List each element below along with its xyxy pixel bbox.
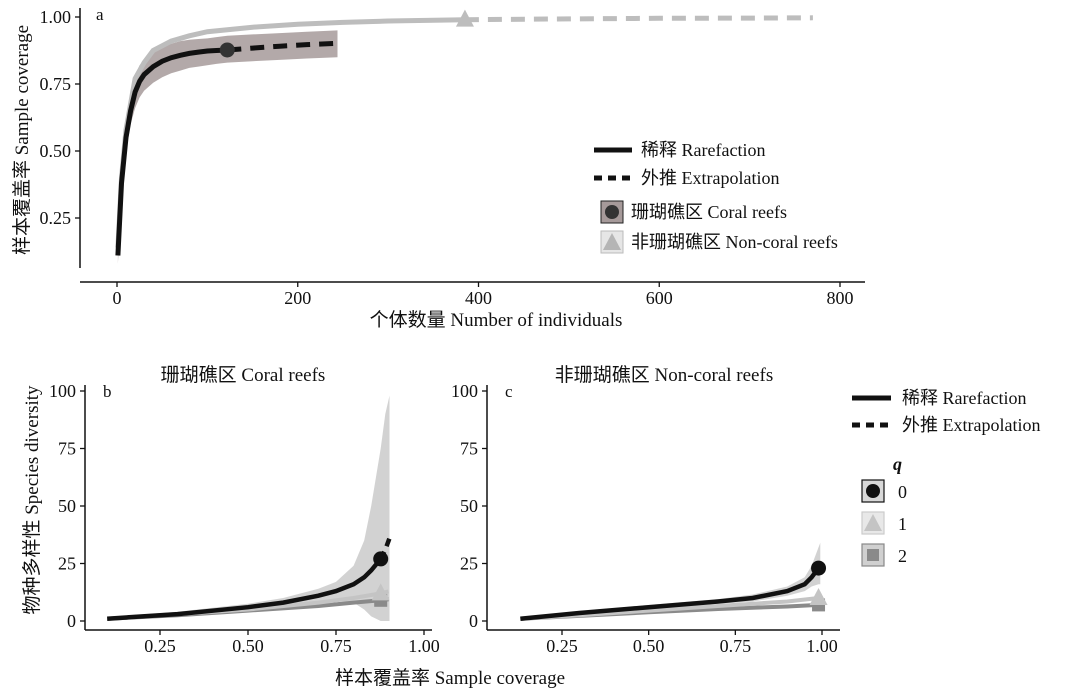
legend-q-title: q bbox=[893, 454, 902, 474]
b-xtick-label: 0.25 bbox=[144, 636, 176, 656]
panel-b: b 珊瑚礁区 Coral reefs 物种多样性 Species diversi… bbox=[21, 364, 440, 656]
legend-rarefaction-label: 稀释 Rarefaction bbox=[641, 140, 765, 160]
c-q0-observed-point bbox=[811, 560, 827, 576]
b-xtick-label: 0.50 bbox=[232, 636, 264, 656]
panel-c-title: 非珊瑚礁区 Non-coral reefs bbox=[555, 364, 773, 386]
legend-q1-label: 1 bbox=[898, 514, 907, 534]
panel-c-letter: c bbox=[505, 382, 513, 401]
b-ytick-label: 25 bbox=[58, 554, 76, 574]
a-ytick-label: 0.25 bbox=[40, 208, 72, 228]
legend-bc-extrapolation-label: 外推 Extrapolation bbox=[902, 415, 1040, 435]
a-xtick-label: 800 bbox=[827, 288, 854, 308]
panel-a-ylabel: 样本覆盖率 Sample coverage bbox=[11, 25, 33, 255]
a-ytick-label: 1.00 bbox=[40, 7, 72, 27]
a-xtick-label: 200 bbox=[284, 288, 311, 308]
c-ytick-label: 75 bbox=[460, 439, 478, 459]
legend-q0-label: 0 bbox=[898, 482, 907, 502]
c-xtick-label: 0.75 bbox=[720, 636, 752, 656]
legend-q1-marker bbox=[864, 514, 882, 531]
panel-b-letter: b bbox=[103, 382, 112, 401]
legend-q2-marker bbox=[867, 549, 879, 561]
c-q1-observed-point bbox=[809, 588, 828, 605]
b-q0-observed-point bbox=[373, 551, 389, 567]
panel-a-legend: 稀释 Rarefaction 外推 Extrapolation 珊瑚礁区 Cor… bbox=[594, 140, 838, 254]
panel-bc-legend: 稀释 Rarefaction 外推 Extrapolation q 0 1 2 bbox=[852, 388, 1040, 567]
c-ytick-label: 25 bbox=[460, 554, 478, 574]
c-ytick-label: 0 bbox=[469, 611, 478, 631]
legend-q0-marker bbox=[866, 484, 880, 498]
noncoral-observed-point bbox=[455, 9, 474, 27]
panel-a-letter: a bbox=[96, 5, 104, 24]
b-q1-observed-point bbox=[371, 583, 390, 601]
a-xtick-label: 0 bbox=[113, 288, 122, 308]
legend-noncoral-marker bbox=[603, 233, 621, 250]
c-xtick-label: 0.50 bbox=[633, 636, 665, 656]
coral-observed-point bbox=[219, 42, 235, 58]
b-q0-rarefaction-line bbox=[107, 557, 383, 621]
panel-c: c 非珊瑚礁区 Non-coral reefs 0.25 0.50 0.75 1.00… bbox=[451, 364, 840, 656]
c-ytick-label: 100 bbox=[451, 381, 478, 401]
c-q0-rarefaction-line bbox=[520, 566, 821, 621]
legend-bc-rarefaction-label: 稀释 Rarefaction bbox=[902, 388, 1026, 408]
b-xtick-label: 0.75 bbox=[320, 636, 352, 656]
panel-b-ylabel: 物种多样性 Species diversity bbox=[21, 385, 43, 615]
legend-coral-label: 珊瑚礁区 Coral reefs bbox=[631, 202, 787, 222]
legend-extrapolation-label: 外推 Extrapolation bbox=[641, 168, 779, 188]
a-xtick-label: 600 bbox=[646, 288, 673, 308]
coral-extrapolation-line bbox=[227, 40, 338, 53]
coral-confidence-band bbox=[117, 30, 338, 264]
c-xtick-label: 0.25 bbox=[546, 636, 578, 656]
panel-bc-xlabel: 样本覆盖率 Sample coverage bbox=[335, 667, 565, 689]
b-ytick-label: 50 bbox=[58, 496, 76, 516]
noncoral-extrapolation-line bbox=[464, 15, 813, 23]
c-xtick-label: 1.00 bbox=[806, 636, 838, 656]
b-ytick-label: 75 bbox=[58, 439, 76, 459]
legend-noncoral-label: 非珊瑚礁区 Non-coral reefs bbox=[631, 232, 838, 252]
a-xtick-label: 400 bbox=[465, 288, 492, 308]
legend-coral-marker bbox=[605, 205, 619, 219]
c-ytick-label: 50 bbox=[460, 496, 478, 516]
panel-b-title: 珊瑚礁区 Coral reefs bbox=[161, 364, 326, 386]
b-ytick-label: 0 bbox=[67, 611, 76, 631]
legend-q2-label: 2 bbox=[898, 546, 907, 566]
coral-rarefaction-line bbox=[115, 47, 228, 256]
panel-a: a 个体数量 Number of individuals 样本覆盖率 Sampl… bbox=[11, 5, 865, 331]
a-ytick-label: 0.75 bbox=[40, 74, 72, 94]
a-ytick-label: 0.50 bbox=[40, 141, 72, 161]
b-xtick-label: 1.00 bbox=[408, 636, 440, 656]
b-ytick-label: 100 bbox=[49, 381, 76, 401]
panel-a-xlabel: 个体数量 Number of individuals bbox=[370, 309, 623, 331]
